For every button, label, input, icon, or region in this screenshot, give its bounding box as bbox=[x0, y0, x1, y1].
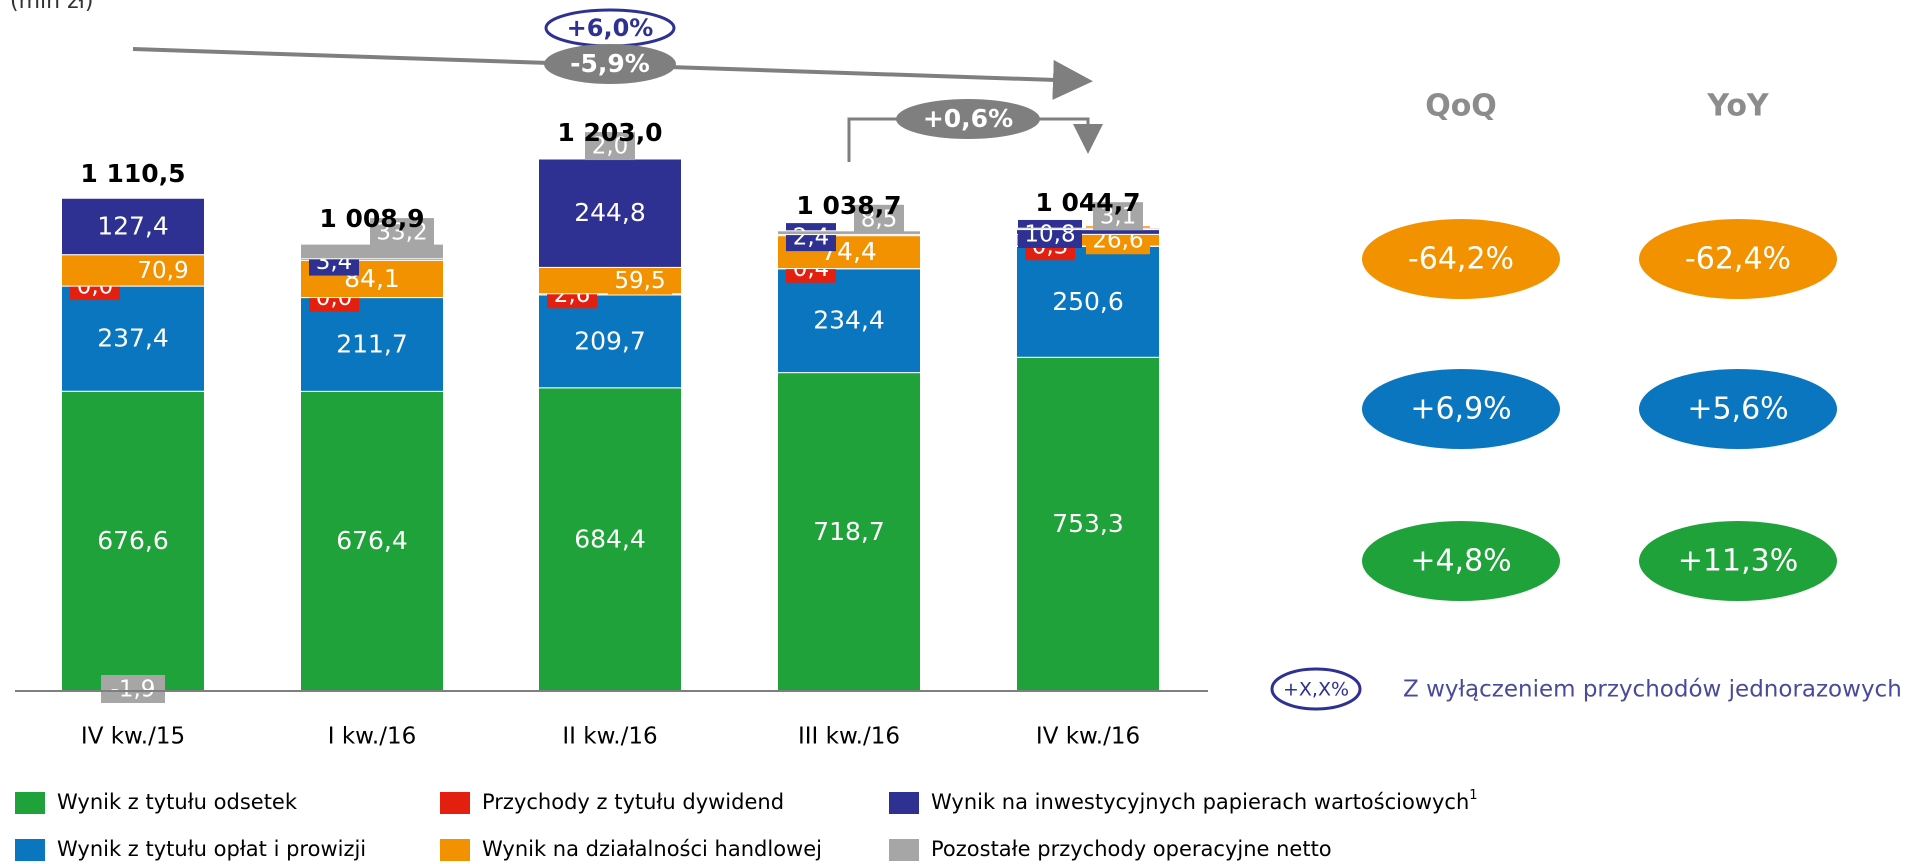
value-label-box bbox=[370, 218, 434, 247]
total-label: 1 038,7 bbox=[796, 191, 901, 220]
value-label: 59,5 bbox=[614, 268, 665, 294]
total-label: 1 008,9 bbox=[319, 204, 424, 233]
legend-text: Przychody z tytułu dywidend bbox=[482, 790, 784, 814]
bar-segment bbox=[777, 268, 921, 374]
value-label: 234,4 bbox=[813, 306, 885, 335]
total-label: 1 044,7 bbox=[1035, 188, 1140, 217]
x-tick-label: IV kw./15 bbox=[81, 724, 185, 750]
panel-bubble bbox=[1639, 369, 1837, 449]
bar-segment bbox=[777, 372, 921, 692]
legend-label: Wynik na działalności handlowej bbox=[482, 837, 822, 861]
value-label: 684,4 bbox=[574, 524, 646, 553]
x-tick-label: III kw./16 bbox=[798, 724, 900, 750]
value-label-box bbox=[854, 204, 904, 233]
legend-swatch bbox=[15, 839, 45, 861]
value-label-box bbox=[1018, 219, 1082, 248]
panel-value: +11,3% bbox=[1678, 544, 1798, 579]
value-label: 3,1 bbox=[1100, 204, 1137, 230]
value-label: 70,9 bbox=[137, 258, 188, 284]
legend-swatch bbox=[440, 792, 470, 814]
bar-segment bbox=[1016, 245, 1160, 358]
bar-segment bbox=[1016, 227, 1160, 231]
value-label: 244,8 bbox=[574, 198, 646, 227]
value-label: 676,4 bbox=[336, 526, 408, 555]
value-label-box bbox=[786, 223, 836, 252]
bar-segment bbox=[538, 158, 682, 268]
annotation: +0,6% bbox=[923, 104, 1013, 133]
bar-segment bbox=[777, 230, 921, 236]
legend-swatch bbox=[889, 839, 919, 861]
panel-bubble bbox=[1362, 521, 1560, 601]
value-label: 127,4 bbox=[97, 211, 169, 240]
legend-text: Wynik na działalności handlowej bbox=[482, 837, 822, 861]
legend-swatch bbox=[15, 792, 45, 814]
legend-label: Wynik na inwestycyjnych papierach wartoś… bbox=[931, 788, 1478, 815]
value-label-box bbox=[131, 256, 195, 285]
legend-swatch bbox=[889, 792, 919, 814]
bar-segment bbox=[300, 390, 444, 692]
x-tick-label: II kw./16 bbox=[562, 724, 657, 750]
value-label: 8,5 bbox=[861, 206, 898, 232]
value-label: 237,4 bbox=[97, 324, 169, 353]
bar-segment bbox=[538, 387, 682, 692]
value-label: 676,6 bbox=[97, 526, 169, 555]
value-label: 10,8 bbox=[1024, 221, 1075, 247]
panel-value: -64,2% bbox=[1408, 242, 1514, 277]
x-tick-label: I kw./16 bbox=[328, 724, 416, 750]
bar-segment bbox=[1016, 356, 1160, 692]
value-label: 209,7 bbox=[574, 326, 646, 355]
annotation-bubble bbox=[896, 99, 1040, 139]
value-label: 2,0 bbox=[592, 134, 629, 160]
panel-value: -62,4% bbox=[1685, 242, 1791, 277]
value-label: 2,4 bbox=[793, 225, 830, 251]
panel-bubble bbox=[1362, 219, 1560, 299]
panel-bubble bbox=[1362, 369, 1560, 449]
value-label-box bbox=[608, 266, 672, 295]
panel-header: YoY bbox=[1706, 89, 1770, 124]
value-label: -1,9 bbox=[111, 677, 156, 703]
note-marker bbox=[1270, 667, 1362, 711]
note-text: Z wyłączeniem przychodów jednorazowych bbox=[1403, 677, 1902, 703]
legend-swatch bbox=[440, 839, 470, 861]
legend-label: Przychody z tytułu dywidend bbox=[482, 790, 784, 814]
value-label-box bbox=[101, 675, 165, 703]
legend-sup: 1 bbox=[1469, 788, 1477, 803]
legend-text: Wynik z tytułu odsetek bbox=[57, 790, 298, 814]
annotation-bubble bbox=[544, 44, 676, 84]
value-label: 753,3 bbox=[1052, 509, 1124, 538]
legend-text: Wynik z tytułu opłat i prowizji bbox=[57, 837, 366, 861]
panel-header: QoQ bbox=[1425, 89, 1497, 124]
bar-segment bbox=[538, 294, 682, 389]
panel-value: +4,8% bbox=[1410, 544, 1511, 579]
bar-segment bbox=[61, 197, 205, 256]
value-label-box bbox=[585, 132, 635, 161]
annotation: +6,0% bbox=[567, 14, 654, 42]
panel-value: +6,9% bbox=[1410, 392, 1511, 427]
panel-value: +5,6% bbox=[1687, 392, 1788, 427]
legend-text: Pozostałe przychody operacyjne netto bbox=[931, 837, 1332, 861]
note-marker-text: +X,X% bbox=[1283, 679, 1349, 701]
total-label: 1 110,5 bbox=[80, 159, 185, 188]
annotation: -5,9% bbox=[570, 49, 650, 78]
legend-label: Wynik z tytułu opłat i prowizji bbox=[57, 837, 366, 861]
total-label: 1 203,0 bbox=[557, 118, 662, 147]
y-label: (mln zł) bbox=[10, 0, 93, 14]
bar-segment bbox=[61, 285, 205, 392]
panel-bubble bbox=[1639, 219, 1837, 299]
value-label-box bbox=[1093, 202, 1143, 231]
legend-text: Wynik na inwestycyjnych papierach wartoś… bbox=[931, 790, 1469, 814]
legend-label: Wynik z tytułu odsetek bbox=[57, 790, 298, 814]
legend-label: Pozostałe przychody operacyjne netto bbox=[931, 837, 1332, 861]
x-tick-label: IV kw./16 bbox=[1036, 724, 1140, 750]
panel-bubble bbox=[1639, 521, 1837, 601]
bar-segment bbox=[300, 243, 444, 260]
value-label: 33,2 bbox=[376, 220, 427, 246]
value-label: 718,7 bbox=[813, 517, 885, 546]
bar-segment bbox=[61, 390, 205, 692]
value-label: 211,7 bbox=[336, 329, 408, 358]
value-label: 250,6 bbox=[1052, 287, 1124, 316]
